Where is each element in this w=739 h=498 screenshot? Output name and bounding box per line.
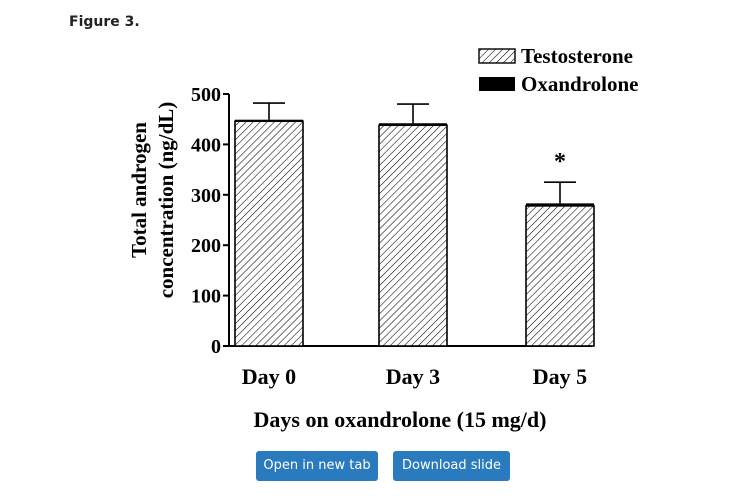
bar-chart: 0 100 200 300 400 500 Day 0 Day 3 Day 5 * Days on … — [127, 44, 638, 432]
y-tick-label: 100 — [191, 286, 221, 308]
x-axis-title: Days on oxandrolone (15 mg/d) — [254, 407, 547, 432]
x-tick-label: Day 5 — [533, 364, 587, 389]
y-tick-label: 0 — [211, 336, 221, 358]
legend-label-oxandrolone: Oxandrolone — [521, 72, 638, 96]
bar-oxandrolone — [379, 123, 447, 126]
legend-label-testosterone: Testosterone — [521, 44, 633, 68]
download-slide-button[interactable]: Download slide — [393, 451, 510, 481]
open-in-new-tab-button[interactable]: Open in new tab — [256, 451, 378, 481]
x-tick-label: Day 3 — [386, 364, 440, 389]
y-axis-title-line-1: Total androgen — [127, 122, 151, 258]
y-axis-title-line-2: concentration (ng/dL) — [154, 102, 178, 299]
bar-oxandrolone — [235, 119, 303, 122]
bar-oxandrolone — [526, 203, 594, 206]
y-tick-label: 400 — [191, 134, 221, 156]
bar-testosterone — [525, 205, 595, 347]
bar-testosterone — [378, 124, 448, 347]
x-tick-label: Day 0 — [242, 364, 296, 389]
y-tick-label: 500 — [191, 84, 221, 106]
y-tick-label: 300 — [191, 185, 221, 207]
y-tick-label: 200 — [191, 235, 221, 257]
bar-testosterone — [234, 120, 304, 347]
significance-marker: * — [554, 149, 566, 175]
legend-swatch-testosterone — [478, 48, 516, 64]
figure-label: Figure 3. — [69, 14, 140, 30]
legend-swatch-oxandrolone — [479, 77, 515, 91]
